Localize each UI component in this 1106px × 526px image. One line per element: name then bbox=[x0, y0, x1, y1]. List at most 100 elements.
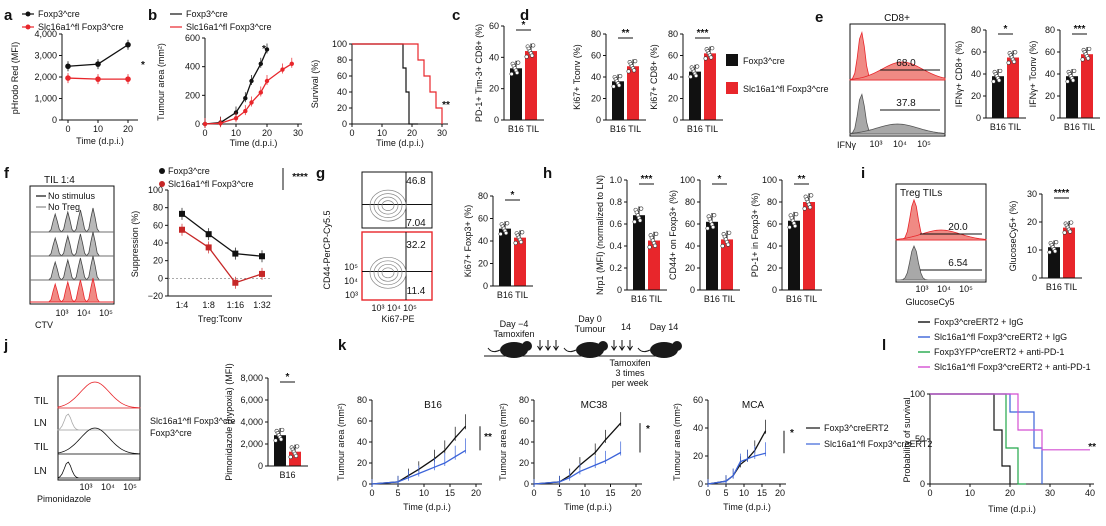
bar-ko bbox=[1081, 54, 1093, 118]
data-dot bbox=[1054, 240, 1059, 245]
x-tick-label: 1:16 bbox=[227, 300, 245, 310]
timeline-step: Day 0 bbox=[578, 314, 602, 324]
data-point bbox=[258, 61, 263, 66]
y-tick-label: 8,000 bbox=[240, 373, 263, 383]
legend-label: Foxp3^cre bbox=[38, 9, 80, 19]
panel-l-survival: 0 50 100 0 10 20 30 40 ** Time (d.p.i.) Probabilit… bbox=[902, 317, 1096, 514]
data-dot bbox=[1087, 46, 1092, 52]
mouse-icon bbox=[576, 342, 604, 358]
histogram-ctrl-tail bbox=[849, 123, 946, 135]
x-axis-label: Pimonidazole bbox=[37, 494, 91, 504]
data-dot bbox=[708, 55, 714, 60]
y-axis-label: GlucoseCy5+ (%) bbox=[1008, 201, 1018, 272]
bar-ctrl bbox=[510, 68, 522, 120]
y-tick-label: 0 bbox=[976, 113, 981, 123]
contour bbox=[373, 260, 403, 286]
mouse-tail bbox=[637, 347, 651, 353]
y-tick-label: 80 bbox=[519, 395, 529, 405]
x-tick-label: 10⁵ bbox=[959, 284, 973, 294]
data-point bbox=[232, 250, 239, 257]
y-axis-label: Nrp1 (MFI) (normalized to LN) bbox=[595, 175, 605, 295]
histogram-trace bbox=[57, 427, 141, 455]
y-tick-label: 2,000 bbox=[34, 72, 57, 82]
legend-label: Slc16a1^fl Foxp3^cre bbox=[186, 22, 272, 32]
mouse-icon bbox=[500, 342, 528, 358]
x-tick-label: 10⁴ bbox=[893, 139, 907, 149]
division-peak bbox=[30, 277, 114, 303]
data-dot bbox=[1006, 60, 1011, 65]
panel-label-h: h bbox=[543, 165, 552, 182]
panel-e-histogram: CD8+ 68.0 37.8 10³ 10⁴ 10⁵ IFNγ bbox=[837, 13, 946, 150]
histogram-ctrl bbox=[896, 244, 986, 281]
legend-label: Slc16a1^fl Foxp3^cre bbox=[168, 179, 254, 189]
x-tick-label: 10³ bbox=[869, 139, 882, 149]
y-axis-label: Pimonidazole (hypoxia) (MFI) bbox=[224, 363, 234, 481]
data-dot bbox=[1062, 230, 1067, 235]
data-point bbox=[264, 47, 270, 52]
panel-label-j: j bbox=[3, 337, 8, 354]
y-tick-label: 80 bbox=[591, 29, 601, 39]
y-axis-label: Tumour area (mm²) bbox=[672, 403, 682, 481]
x-tick-label: 10⁴ bbox=[101, 482, 115, 492]
histogram-trace bbox=[57, 381, 141, 409]
division-peak bbox=[30, 210, 114, 233]
sig-label: **** bbox=[292, 172, 308, 183]
y-tick-label: 200 bbox=[185, 90, 200, 100]
legend-dot bbox=[159, 168, 165, 174]
data-point bbox=[95, 61, 101, 67]
data-dot bbox=[280, 427, 285, 433]
category-label: B16 TIL bbox=[786, 294, 817, 304]
y-tick-label: 20 bbox=[478, 259, 488, 269]
data-dot bbox=[516, 60, 521, 65]
histogram-title: CD8+ bbox=[884, 13, 910, 24]
legend-swatch-ctrl bbox=[726, 54, 738, 66]
bar-chart-h2: 0 20 40 60 80 100 * B16 TIL CD44+ on Foxp3+ (%) bbox=[668, 174, 740, 304]
legend-label: Foxp3^cre bbox=[150, 428, 192, 438]
panel-i-histogram: Treg TILs 20.0 6.54 10³ 10⁴ 10⁵ GlucoseCy5 bbox=[895, 183, 987, 307]
timeline-step: Tumour bbox=[575, 324, 606, 334]
y-tick-label: 100 bbox=[910, 389, 925, 399]
data-dot bbox=[505, 221, 510, 226]
x-tick-label: 20 bbox=[123, 124, 133, 134]
series-line bbox=[707, 452, 766, 485]
y-tick-label: 0 bbox=[920, 479, 925, 489]
y-tick-label: 60 bbox=[685, 219, 695, 229]
contour bbox=[369, 189, 407, 222]
data-point bbox=[179, 226, 185, 233]
series-line bbox=[181, 213, 263, 257]
bar-ctrl bbox=[992, 76, 1004, 118]
x-axis-label: IFNγ bbox=[837, 140, 856, 150]
data-point bbox=[249, 78, 254, 84]
y-tick-label: 40 bbox=[693, 423, 703, 433]
data-dot bbox=[695, 64, 700, 69]
y-tick-label: 80 bbox=[767, 197, 777, 207]
x-axis-label: Ki67-PE bbox=[381, 314, 414, 324]
division-peak bbox=[30, 258, 114, 281]
y-tick-label: 60 bbox=[357, 416, 367, 426]
row-label: LN bbox=[34, 418, 47, 429]
timeline-step: Day 14 bbox=[650, 322, 679, 332]
panel-d-legend: Foxp3^cre Slc16a1^fl Foxp3^cre bbox=[726, 54, 829, 94]
data-dot bbox=[792, 223, 798, 229]
y-tick-label: 50 bbox=[915, 434, 925, 444]
data-dot bbox=[802, 206, 807, 211]
sig-label: * bbox=[1004, 24, 1008, 35]
category-label: B16 TIL bbox=[631, 294, 662, 304]
panel-f-suppression: −20 0 20 40 60 80 100 1:4 1:8 1:16 1:32 Treg:Tconv S… bbox=[130, 166, 308, 324]
survival-curve bbox=[930, 393, 1026, 485]
bar-ctrl bbox=[689, 71, 701, 120]
y-tick-label: 3,000 bbox=[34, 51, 57, 61]
survival-curve bbox=[352, 43, 443, 124]
x-axis-label: Treg:Tconv bbox=[198, 314, 243, 324]
x-axis-label: Time (d.p.i.) bbox=[564, 502, 612, 512]
y-axis-label: PD-1+ Tim-3+ CD8+ (%) bbox=[474, 24, 484, 122]
x-tick-label: 20 bbox=[631, 488, 641, 498]
data-dot bbox=[631, 68, 637, 73]
data-dot bbox=[295, 444, 300, 449]
legend-label: Foxp3^creERT2 bbox=[824, 423, 889, 433]
y-tick-label: 80 bbox=[1045, 25, 1055, 35]
y-tick-label: 40 bbox=[767, 241, 777, 251]
data-point bbox=[205, 244, 212, 251]
x-tick-label: 30 bbox=[1045, 488, 1055, 498]
mouse-tail bbox=[563, 347, 577, 353]
